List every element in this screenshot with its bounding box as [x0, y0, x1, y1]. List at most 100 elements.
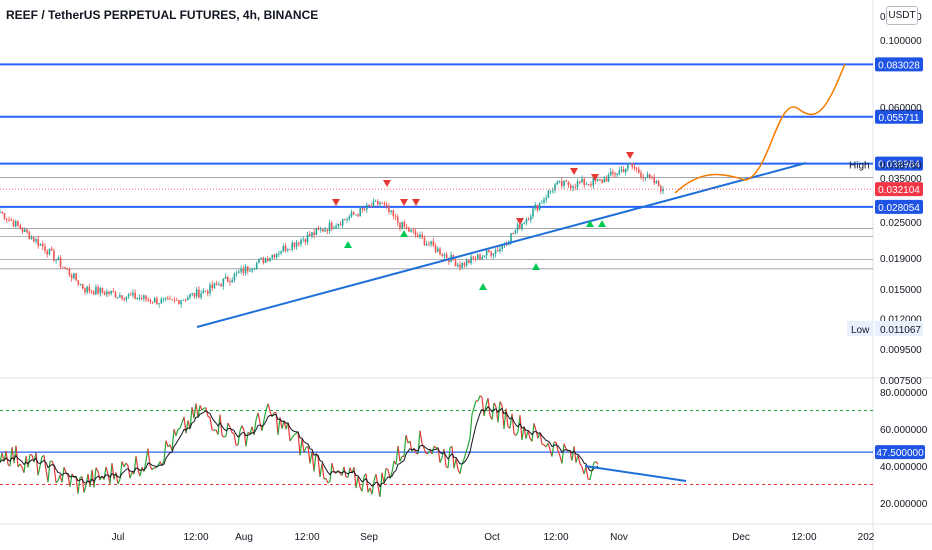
candle-body: [293, 242, 296, 247]
candle-body: [167, 297, 169, 299]
time-tick-label: Oct: [484, 532, 500, 543]
osc-segment: [515, 431, 519, 436]
osc-segment: [521, 426, 525, 441]
osc-segment: [35, 452, 39, 476]
candle-body: [377, 201, 379, 205]
horizontal-levels: [0, 63, 873, 270]
candle-body: [545, 197, 547, 200]
osc-segment: [405, 434, 409, 444]
osc-segment: [55, 480, 59, 484]
osc-segment: [5, 450, 9, 465]
osc-segment: [267, 403, 271, 412]
candle-body: [30, 237, 33, 240]
osc-segment: [211, 429, 215, 431]
osc-segment: [319, 463, 323, 478]
osc-segment: [353, 467, 357, 489]
candle-body: [640, 172, 642, 178]
candle-body: [204, 290, 207, 292]
candle-body: [244, 266, 247, 274]
osc-segment: [297, 431, 301, 456]
candle-body: [238, 271, 240, 273]
candle-body: [119, 295, 121, 297]
candle-body: [271, 254, 274, 258]
osc-segment: [479, 395, 483, 398]
drawing-overlays: [196, 63, 846, 328]
candle-body: [468, 260, 470, 264]
candle-body: [472, 256, 475, 259]
projection-path[interactable]: [674, 63, 846, 194]
osc-segment: [173, 429, 177, 437]
candle-body: [483, 255, 486, 258]
osc-segment: [265, 403, 269, 411]
candle-body: [153, 298, 156, 303]
candle-body: [17, 221, 19, 226]
candle-body: [79, 284, 82, 285]
osc-segment: [129, 472, 133, 479]
osc-segment: [29, 453, 33, 456]
candle-body: [607, 175, 610, 182]
divergence-trendline[interactable]: [584, 465, 687, 482]
candle-body: [423, 237, 426, 246]
candle-body: [284, 245, 287, 251]
candle-body: [235, 272, 238, 274]
candle-body: [178, 300, 180, 305]
osc-segment: [433, 445, 437, 449]
price-pane[interactable]: [0, 0, 873, 377]
candle-body: [75, 273, 77, 281]
candle-body: [385, 204, 388, 207]
osc-segment: [189, 407, 193, 430]
candle-body: [143, 295, 145, 299]
osc-segment: [175, 428, 179, 437]
candle-body: [372, 201, 375, 208]
osc-segment: [365, 473, 369, 493]
osc-segment: [487, 397, 491, 416]
osc-segment: [19, 463, 23, 468]
candle-body: [264, 258, 267, 263]
osc-tick-label: 80.000000: [880, 388, 928, 399]
osc-segment: [493, 402, 497, 408]
candle-body: [193, 293, 196, 297]
currency-button[interactable]: USDT: [886, 6, 918, 25]
osc-segment: [385, 467, 389, 471]
candle-body: [134, 292, 136, 299]
candle-body: [86, 286, 88, 293]
osc-segment: [291, 434, 295, 439]
osc-segment: [455, 458, 459, 470]
osc-segment: [75, 476, 79, 494]
candle-body: [213, 283, 216, 289]
osc-segment: [213, 429, 217, 431]
candle-body: [379, 202, 381, 205]
osc-segment: [399, 456, 403, 462]
price-tick-label: 0.025000: [880, 218, 922, 229]
candle-body: [653, 177, 655, 184]
osc-segment: [573, 446, 577, 463]
osc-segment: [13, 445, 17, 464]
osc-segment: [303, 447, 307, 453]
candle-body: [425, 243, 428, 246]
ascending-trendline[interactable]: [196, 162, 807, 328]
fractal-down-marker: [591, 174, 599, 181]
candle-body: [527, 219, 530, 220]
osc-segment: [117, 478, 121, 485]
fractal-down-marker: [332, 199, 340, 206]
candle-body: [101, 288, 104, 293]
osc-segment: [561, 443, 565, 464]
osc-segment: [25, 456, 29, 468]
candle-body: [569, 185, 572, 188]
candle-body: [151, 301, 154, 303]
fractal-up-marker: [344, 241, 352, 248]
osc-segment: [125, 462, 129, 466]
price-tick-label: 0.035000: [880, 174, 922, 185]
osc-segment: [195, 403, 199, 418]
candle-body: [280, 251, 282, 254]
candle-body: [505, 244, 508, 246]
candle-body: [158, 303, 160, 305]
candle-body: [297, 242, 300, 245]
low-label: Low: [851, 325, 870, 336]
candle-body: [306, 234, 309, 243]
candle-body: [556, 181, 559, 185]
candle-body: [114, 292, 117, 298]
candle-body: [215, 283, 218, 285]
